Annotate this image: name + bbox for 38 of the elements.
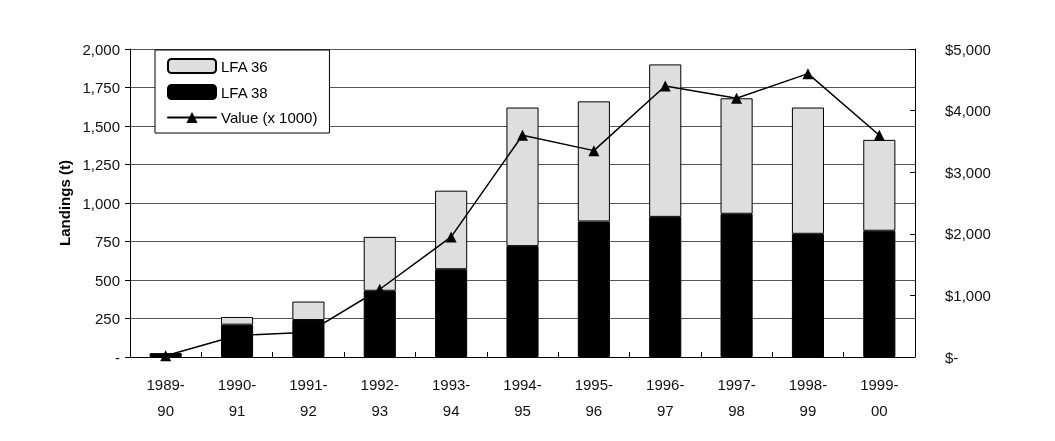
point — [873, 129, 885, 141]
x-tick-label: 1995- 96 — [574, 375, 614, 419]
x-tick-label: 1998- 99 — [788, 375, 828, 419]
legend-label: LFA 38 — [221, 83, 268, 101]
point — [659, 80, 671, 92]
point — [731, 92, 743, 104]
y-tick-label: 250 — [94, 310, 120, 327]
point — [160, 350, 172, 362]
x-tick-label: 1992- 93 — [360, 375, 399, 419]
y2-tick-label: $1,000 — [945, 286, 991, 304]
y-tick-label: 1,250 — [82, 156, 120, 173]
y-tick-label: 2,000 — [82, 40, 120, 58]
y-tick-label: - — [115, 348, 120, 366]
y-tick-label: 1,000 — [82, 194, 120, 212]
point — [517, 129, 528, 141]
x-tick-label: 1989- 90 — [146, 375, 185, 419]
x-tick-label: 1999- 00 — [860, 375, 899, 419]
y2-tick-label: $4,000 — [945, 102, 991, 120]
y2-tick-label: $2,000 — [945, 225, 991, 243]
point — [445, 231, 457, 243]
y-tick-label: 1,750 — [82, 79, 120, 96]
y2-tick-label: $- — [945, 348, 959, 366]
y2-tick-label: $3,000 — [945, 163, 991, 181]
x-tick-label: 1991- 92 — [289, 375, 328, 419]
x-tick-label: 1994- 95 — [503, 375, 542, 419]
point — [802, 68, 814, 80]
legend-label: Value (x 1000) — [221, 109, 318, 126]
y-tick-label: 1,500 — [82, 117, 120, 135]
x-tick-label: 1996- 97 — [646, 375, 685, 419]
x-tick-label: 1997- 98 — [717, 375, 756, 419]
y-axis-title: Landings (t) — [55, 160, 73, 246]
y2-tick-label: $5,000 — [945, 40, 991, 58]
y-tick-label: 500 — [94, 271, 120, 289]
y-tick-label: 750 — [94, 233, 120, 250]
x-tick-label: 1990- 91 — [217, 375, 257, 419]
point — [588, 145, 600, 157]
x-tick-label: 1993- 94 — [431, 375, 471, 419]
legend-label: LFA 36 — [221, 57, 268, 75]
